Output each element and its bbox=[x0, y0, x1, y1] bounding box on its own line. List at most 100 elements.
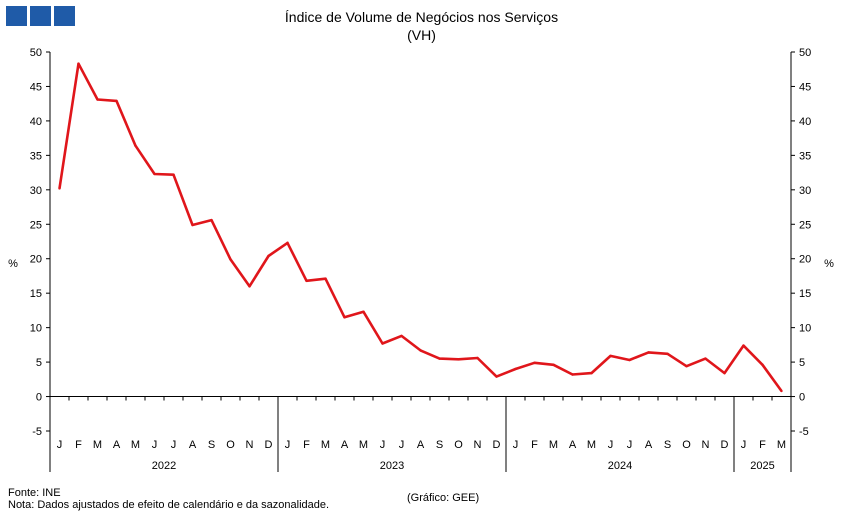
data-point bbox=[305, 279, 308, 282]
data-point bbox=[533, 361, 536, 364]
data-point bbox=[77, 62, 80, 65]
data-point bbox=[514, 367, 517, 371]
y-tick-label-right: 50 bbox=[799, 47, 811, 59]
month-label: J bbox=[285, 439, 291, 451]
year-label: 2022 bbox=[152, 460, 176, 472]
data-point bbox=[286, 241, 289, 245]
month-label: O bbox=[682, 439, 691, 451]
month-label: A bbox=[189, 439, 197, 451]
y-tick-label-left: 0 bbox=[36, 392, 42, 404]
y-tick-label-right: 25 bbox=[799, 219, 811, 231]
month-label: M bbox=[587, 439, 596, 451]
month-label: N bbox=[246, 439, 254, 451]
y-tick-label-left: 35 bbox=[30, 150, 42, 162]
data-point bbox=[742, 344, 745, 347]
data-point bbox=[704, 357, 707, 360]
data-point bbox=[647, 351, 650, 354]
y-axis-label-left: % bbox=[8, 258, 18, 270]
data-point bbox=[552, 363, 555, 367]
data-point bbox=[381, 342, 384, 345]
year-label: 2023 bbox=[380, 460, 404, 472]
data-point bbox=[609, 354, 612, 358]
y-tick-label-left: 50 bbox=[30, 47, 42, 59]
data-point bbox=[590, 371, 593, 375]
month-label: S bbox=[208, 439, 215, 451]
y-tick-label-right: 40 bbox=[799, 116, 811, 128]
chart-credit: (Gráfico: GEE) bbox=[407, 492, 480, 504]
data-point bbox=[153, 172, 156, 176]
chart-title-block: Índice de Volume de Negócios nos Serviço… bbox=[0, 8, 843, 44]
month-label: J bbox=[627, 439, 633, 451]
data-point bbox=[210, 218, 213, 222]
data-point bbox=[780, 389, 783, 393]
y-tick-label-right: 15 bbox=[799, 288, 811, 300]
y-tick-label-right: 5 bbox=[799, 357, 805, 369]
data-point bbox=[134, 144, 137, 147]
month-label: M bbox=[549, 439, 558, 451]
month-label: F bbox=[759, 439, 766, 451]
y-tick-label-right: -5 bbox=[799, 426, 809, 438]
data-point bbox=[571, 373, 574, 376]
y-tick-label-right: 30 bbox=[799, 185, 811, 197]
month-label: O bbox=[226, 439, 235, 451]
month-label: A bbox=[417, 439, 425, 451]
month-label: D bbox=[721, 439, 729, 451]
y-tick-label-right: 10 bbox=[799, 323, 811, 335]
footnote: Nota: Dados ajustados de efeito de calen… bbox=[8, 499, 330, 511]
month-label: J bbox=[57, 439, 63, 451]
month-label: O bbox=[454, 439, 463, 451]
y-tick-label-left: -5 bbox=[32, 426, 42, 438]
month-label: M bbox=[777, 439, 786, 451]
data-point bbox=[191, 223, 194, 227]
month-label: F bbox=[531, 439, 538, 451]
chart-subtitle: (VH) bbox=[407, 27, 436, 43]
month-label: A bbox=[569, 439, 577, 451]
year-label: 2025 bbox=[750, 460, 774, 472]
month-label: D bbox=[265, 439, 273, 451]
y-tick-label-left: 5 bbox=[36, 357, 42, 369]
logo-block bbox=[54, 6, 75, 26]
data-point bbox=[400, 334, 403, 338]
y-tick-label-left: 25 bbox=[30, 219, 42, 231]
data-point bbox=[666, 352, 669, 356]
month-label: M bbox=[93, 439, 102, 451]
month-label: S bbox=[436, 439, 443, 451]
month-label: A bbox=[113, 439, 121, 451]
y-tick-label-left: 15 bbox=[30, 288, 42, 300]
month-label: J bbox=[171, 439, 177, 451]
logo-block bbox=[30, 6, 51, 26]
data-point bbox=[362, 310, 365, 313]
month-label: S bbox=[664, 439, 671, 451]
data-point bbox=[324, 277, 327, 280]
source-note: Fonte: INE bbox=[8, 487, 61, 499]
y-axis-label-right: % bbox=[824, 258, 834, 270]
month-label: F bbox=[75, 439, 82, 451]
gee-logo-icon bbox=[6, 6, 75, 26]
data-point bbox=[723, 371, 726, 375]
y-tick-label-left: 20 bbox=[30, 254, 42, 266]
data-point bbox=[248, 285, 251, 288]
month-label: J bbox=[152, 439, 158, 451]
data-point bbox=[172, 173, 175, 176]
month-label: M bbox=[131, 439, 140, 451]
data-point bbox=[457, 358, 460, 361]
data-point bbox=[628, 358, 631, 362]
month-label: A bbox=[645, 439, 653, 451]
y-tick-label-left: 30 bbox=[30, 185, 42, 197]
data-point bbox=[58, 187, 61, 190]
y-tick-label-left: 40 bbox=[30, 116, 42, 128]
data-point bbox=[115, 99, 118, 103]
y-tick-label-right: 0 bbox=[799, 392, 805, 404]
month-label: J bbox=[399, 439, 405, 451]
data-point bbox=[438, 357, 441, 360]
y-tick-label-right: 45 bbox=[799, 81, 811, 93]
y-tick-label-left: 10 bbox=[30, 323, 42, 335]
data-point bbox=[267, 254, 270, 258]
month-label: J bbox=[513, 439, 519, 451]
logo-block bbox=[6, 6, 27, 26]
y-tick-label-right: 20 bbox=[799, 254, 811, 266]
month-label: M bbox=[321, 439, 330, 451]
series-line bbox=[58, 62, 783, 392]
month-label: N bbox=[474, 439, 482, 451]
month-label: M bbox=[359, 439, 368, 451]
